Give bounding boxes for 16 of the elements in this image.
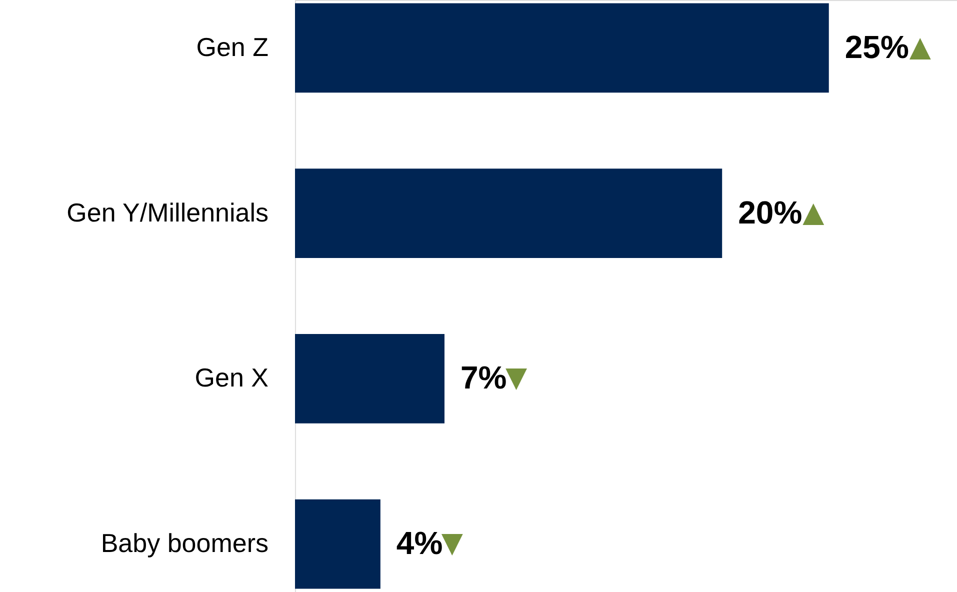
bar	[295, 168, 722, 258]
y-tick-label: Gen Z	[196, 32, 269, 62]
bar	[295, 499, 380, 589]
data-label: 7%	[460, 360, 507, 396]
y-tick-label: Baby boomers	[100, 528, 268, 558]
annotation: ▼	[505, 360, 528, 394]
data-label: 20%	[738, 194, 802, 230]
data-label: 4%	[396, 525, 443, 562]
annotation: ▲	[802, 195, 825, 228]
bar	[295, 3, 829, 93]
annotation: ▲	[909, 30, 932, 63]
y-tick-label: Gen Y/Millennials	[66, 197, 268, 228]
data-label: 25%	[844, 28, 909, 65]
y-tick-label: Gen X	[194, 362, 268, 393]
annotation: ▼	[441, 526, 464, 560]
bar	[295, 334, 444, 424]
